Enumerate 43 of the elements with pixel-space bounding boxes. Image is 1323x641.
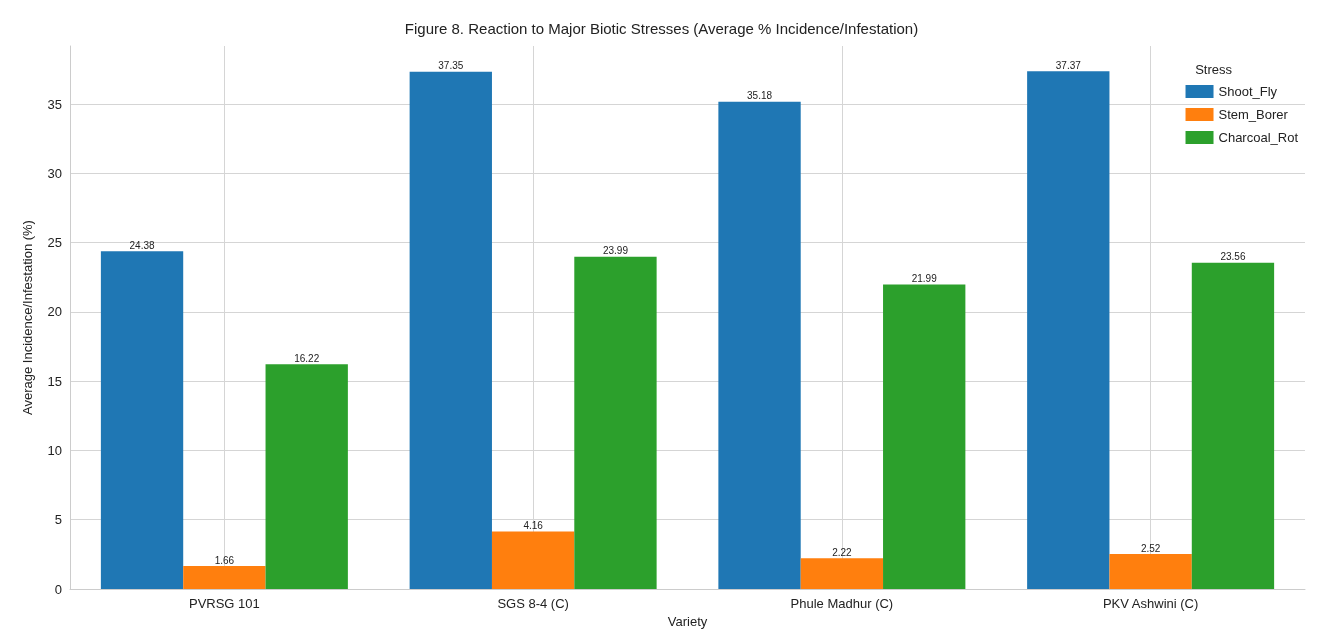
data-label: 2.52 [1140,542,1161,554]
bar [100,251,184,589]
x-tick-label: PKV Ashwini (C) [1102,596,1199,611]
data-label: 16.22 [294,352,320,364]
data-label: 35.18 [747,90,773,102]
data-label: 23.56 [1220,251,1246,263]
bar [491,531,575,589]
legend-label: Stem_Borer [1218,107,1289,122]
bar [1027,71,1110,589]
y-tick-label: 0 [54,581,62,597]
x-tick-label: Phule Madhur (C) [790,596,894,611]
chart-title: Figure 8. Reaction to Major Biotic Stresses (Average % Incidence/Infestation) [404,20,919,37]
y-tick-label: 15 [47,373,62,389]
data-label: 2.22 [832,546,853,558]
x-tick-label: SGS 8-4 (C) [497,596,569,611]
x-axis-title: Variety [667,614,708,629]
legend-label: Charcoal_Rot [1218,130,1299,145]
data-label: 21.99 [911,272,938,284]
data-label: 4.16 [523,519,544,531]
data-label: 23.99 [602,245,629,257]
y-tick-label: 25 [47,235,62,251]
bar [1109,554,1192,589]
data-label: 24.38 [129,239,155,251]
y-tick-label: 5 [54,512,62,528]
x-tick-label: PVRSG 101 [188,596,260,611]
legend-label: Shoot_Fly [1218,84,1278,99]
y-tick-label: 35 [47,96,62,112]
y-tick-label: 20 [47,304,62,320]
bar [183,566,266,589]
bar [574,256,657,589]
y-axis-title: Average Incidence/Infestation (%) [20,220,35,415]
data-label: 37.35 [438,60,464,72]
bar [1191,262,1275,589]
legend-title: Stress [1195,62,1233,77]
bar [800,558,884,589]
bar [883,284,966,589]
data-label: 1.66 [214,554,235,566]
bar [265,364,348,589]
y-tick-label: 10 [47,442,62,458]
y-tick-label: 30 [47,165,62,181]
bar [718,101,801,589]
data-label: 37.37 [1055,59,1082,71]
bar [409,71,492,589]
